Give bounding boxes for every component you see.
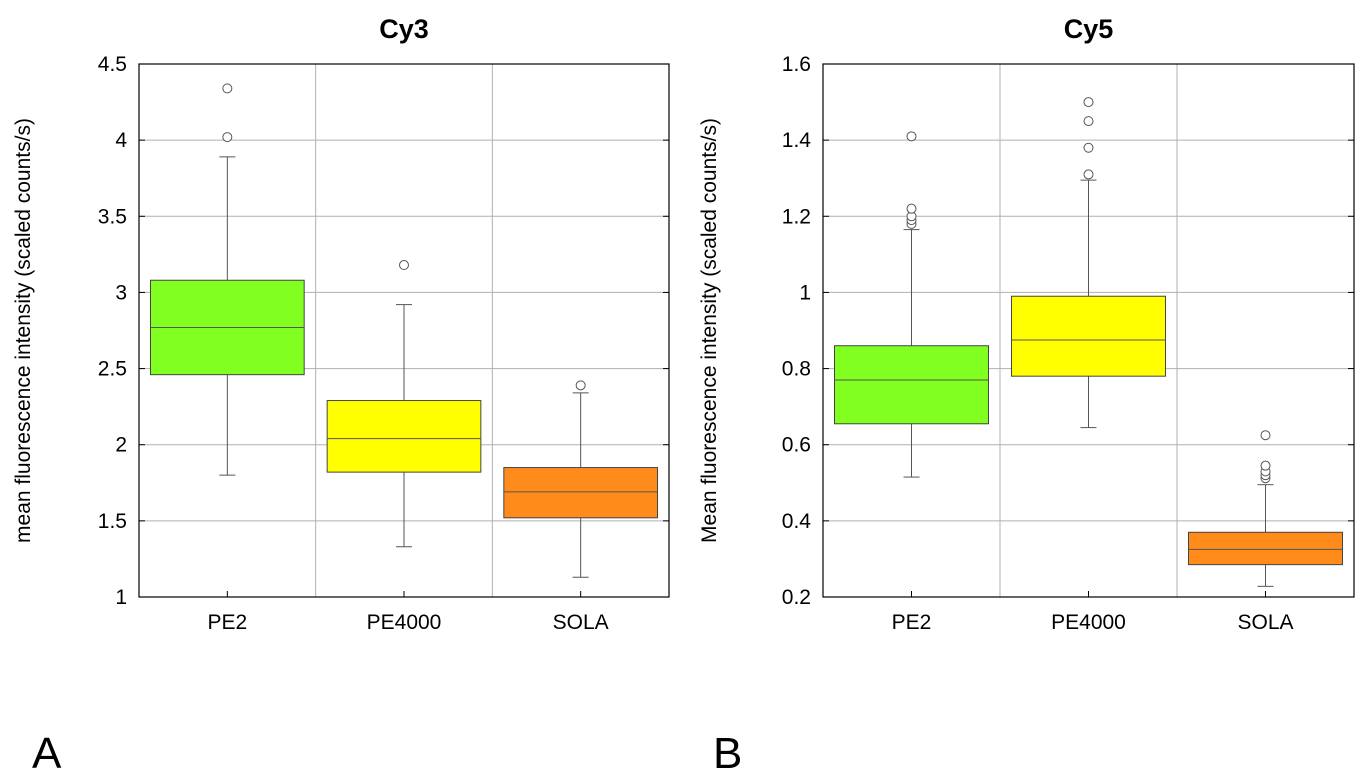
chart-panel-a: 1 1.5 2 2.5 3 3.5 4 4.5 PE2 PE4000 SOLA Cy3 mean flu… [12,14,670,771]
y-tick-label: 1.5 [98,510,127,533]
chart-title: Cy3 [379,14,429,44]
x-tick-label: PE2 [892,611,932,634]
x-tick-label: PE4000 [367,611,442,634]
y-tick-label: 1 [115,586,127,609]
x-tick-label: SOLA [553,611,609,634]
outlier-point [906,131,917,142]
chart-title: Cy5 [1064,14,1114,44]
box-pe4000 [1011,295,1166,377]
outlier-point [1083,97,1094,108]
y-tick-label: 2.5 [98,358,127,381]
outlier-point [906,203,917,214]
panel-label: A [32,729,62,771]
panel-label: B [713,729,742,771]
y-tick-label: 1.6 [782,53,811,76]
outlier-point [1083,142,1094,153]
box-sola [503,467,659,519]
chart-panel-b: 0.2 0.4 0.6 0.8 1 1.2 1.4 1.6 PE2 PE4000 SOLA Cy5 Me… [698,14,1355,771]
outlier-point [399,260,409,271]
outlier-point [1083,116,1094,127]
y-tick-label: 3 [115,281,127,304]
outlier-point [575,380,586,391]
box-sola [1188,531,1343,566]
y-axis-label: mean fluorescence intensity (scaled coun… [12,118,35,543]
outlier-point [1260,430,1271,441]
y-tick-label: 4 [115,129,127,152]
outlier-point [222,132,233,143]
y-tick-label: 1 [799,281,811,304]
box-pe2 [834,345,989,425]
y-tick-label: 0.2 [782,586,811,609]
y-tick-label: 1.4 [782,129,812,152]
y-tick-label: 2 [115,434,127,457]
y-axis-label: Mean fluorescence intensity (scaled coun… [698,118,721,543]
outlier-point [222,83,233,94]
y-tick-label: 1.2 [782,205,811,228]
outlier-point [1260,460,1271,471]
box-pe4000 [326,400,482,473]
y-tick-label: 0.8 [782,358,811,381]
y-tick-label: 4.5 [98,53,127,76]
outlier-point [1083,169,1094,180]
y-tick-label: 3.5 [98,205,127,228]
x-tick-label: PE2 [207,611,247,634]
x-tick-label: PE4000 [1051,611,1126,634]
x-tick-label: SOLA [1237,611,1293,634]
y-tick-label: 0.6 [782,434,811,457]
y-tick-label: 0.4 [782,510,812,533]
